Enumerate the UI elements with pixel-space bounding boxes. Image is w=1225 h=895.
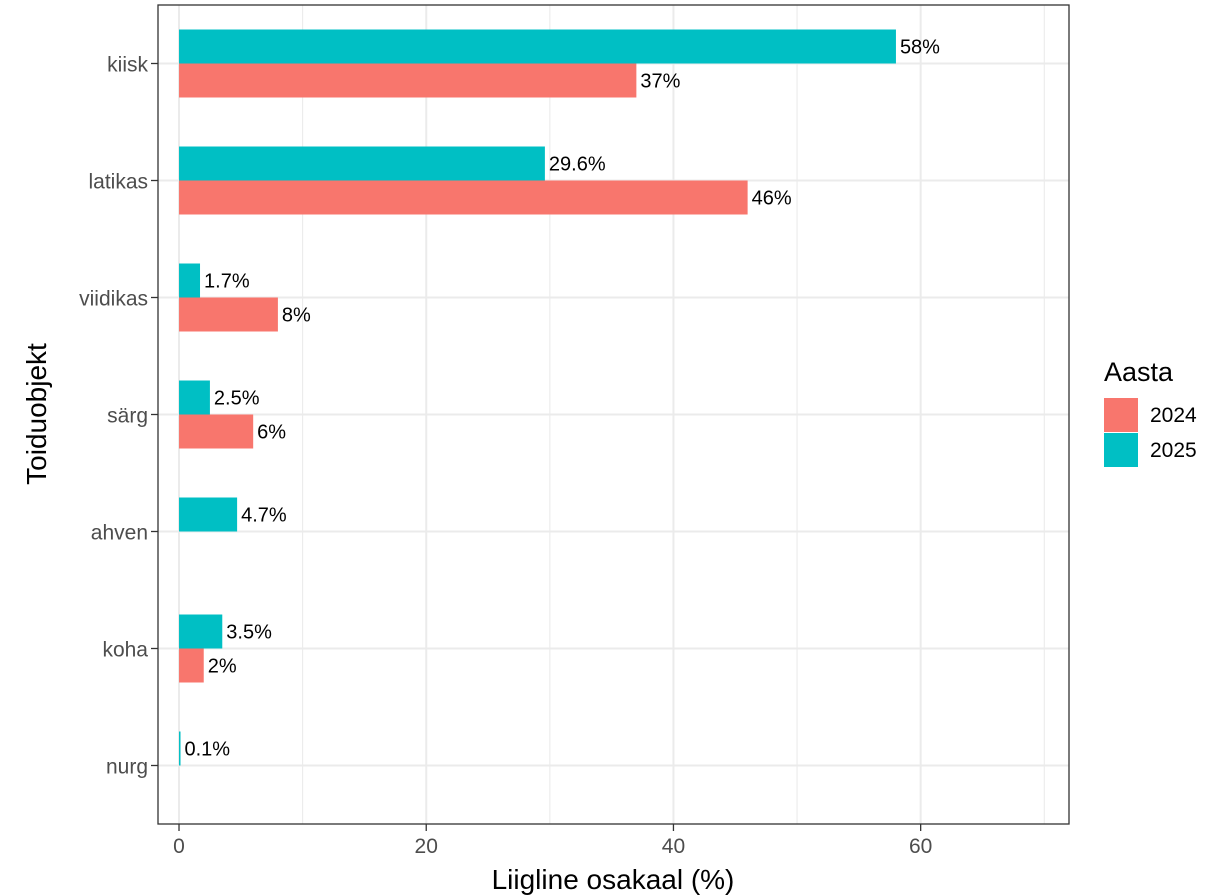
bar-kiisk-2024 (179, 63, 637, 98)
data-label-latikas-2025: 29.6% (549, 154, 606, 176)
data-label-kiisk-2025: 58% (900, 37, 940, 59)
data-label-koha-2025: 3.5% (226, 622, 272, 644)
bar-särg-2025 (179, 380, 210, 415)
data-label-särg-2025: 2.5% (214, 388, 260, 410)
x-tick-label: 20 (415, 835, 438, 858)
bars (179, 29, 896, 766)
y-tick-label: särg (107, 405, 148, 428)
x-axis: 0 20 40 60 (173, 824, 932, 858)
data-label-ahven-2025: 4.7% (241, 505, 287, 527)
y-tick-label: ahven (91, 522, 148, 545)
x-tick-label: 40 (662, 835, 685, 858)
y-tick-label: nurg (106, 756, 148, 779)
bar-latikas-2024 (179, 180, 748, 215)
data-label-viidikas-2025: 1.7% (204, 271, 250, 293)
bar-viidikas-2025 (179, 263, 201, 298)
bar-koha-2024 (179, 648, 204, 683)
legend-key-2024 (1104, 398, 1138, 432)
legend-label-2024: 2024 (1150, 404, 1197, 427)
x-axis-title: Liigline osakaal (%) (492, 864, 735, 895)
legend: Aasta 2024 2025 (1104, 357, 1197, 467)
bar-viidikas-2024 (179, 297, 278, 332)
data-label-nurg-2025: 0.1% (185, 739, 231, 761)
data-label-viidikas-2024: 8% (282, 305, 311, 327)
data-label-särg-2024: 6% (257, 422, 286, 444)
y-tick-label: kiisk (107, 54, 148, 77)
y-tick-label: viidikas (79, 288, 148, 311)
x-tick-label: 60 (909, 835, 932, 858)
data-labels: 37% 46% 8% 6% 2% 58% 29.6% 1.7% 2.5% 4.7% 3.5% 0.1% (185, 37, 941, 761)
legend-title: Aasta (1104, 357, 1174, 387)
legend-label-2025: 2025 (1150, 439, 1197, 462)
y-axis: kiisk latikas viidikas särg ahven koha nurg (79, 54, 158, 779)
bar-kiisk-2025 (179, 29, 896, 64)
bar-ahven-2025 (179, 497, 238, 532)
y-axis-title: Toiduobjekt (21, 343, 52, 485)
bar-nurg-2025 (179, 731, 181, 766)
bar-koha-2025 (179, 614, 223, 649)
bar-särg-2024 (179, 414, 254, 449)
data-label-latikas-2024: 46% (752, 188, 792, 210)
data-label-koha-2024: 2% (208, 656, 237, 678)
y-tick-label: latikas (88, 171, 148, 194)
x-tick-label: 0 (173, 835, 185, 858)
y-tick-label: koha (102, 639, 148, 662)
bar-latikas-2025 (179, 146, 545, 181)
legend-key-2025 (1104, 433, 1138, 467)
data-label-kiisk-2024: 37% (640, 71, 680, 93)
